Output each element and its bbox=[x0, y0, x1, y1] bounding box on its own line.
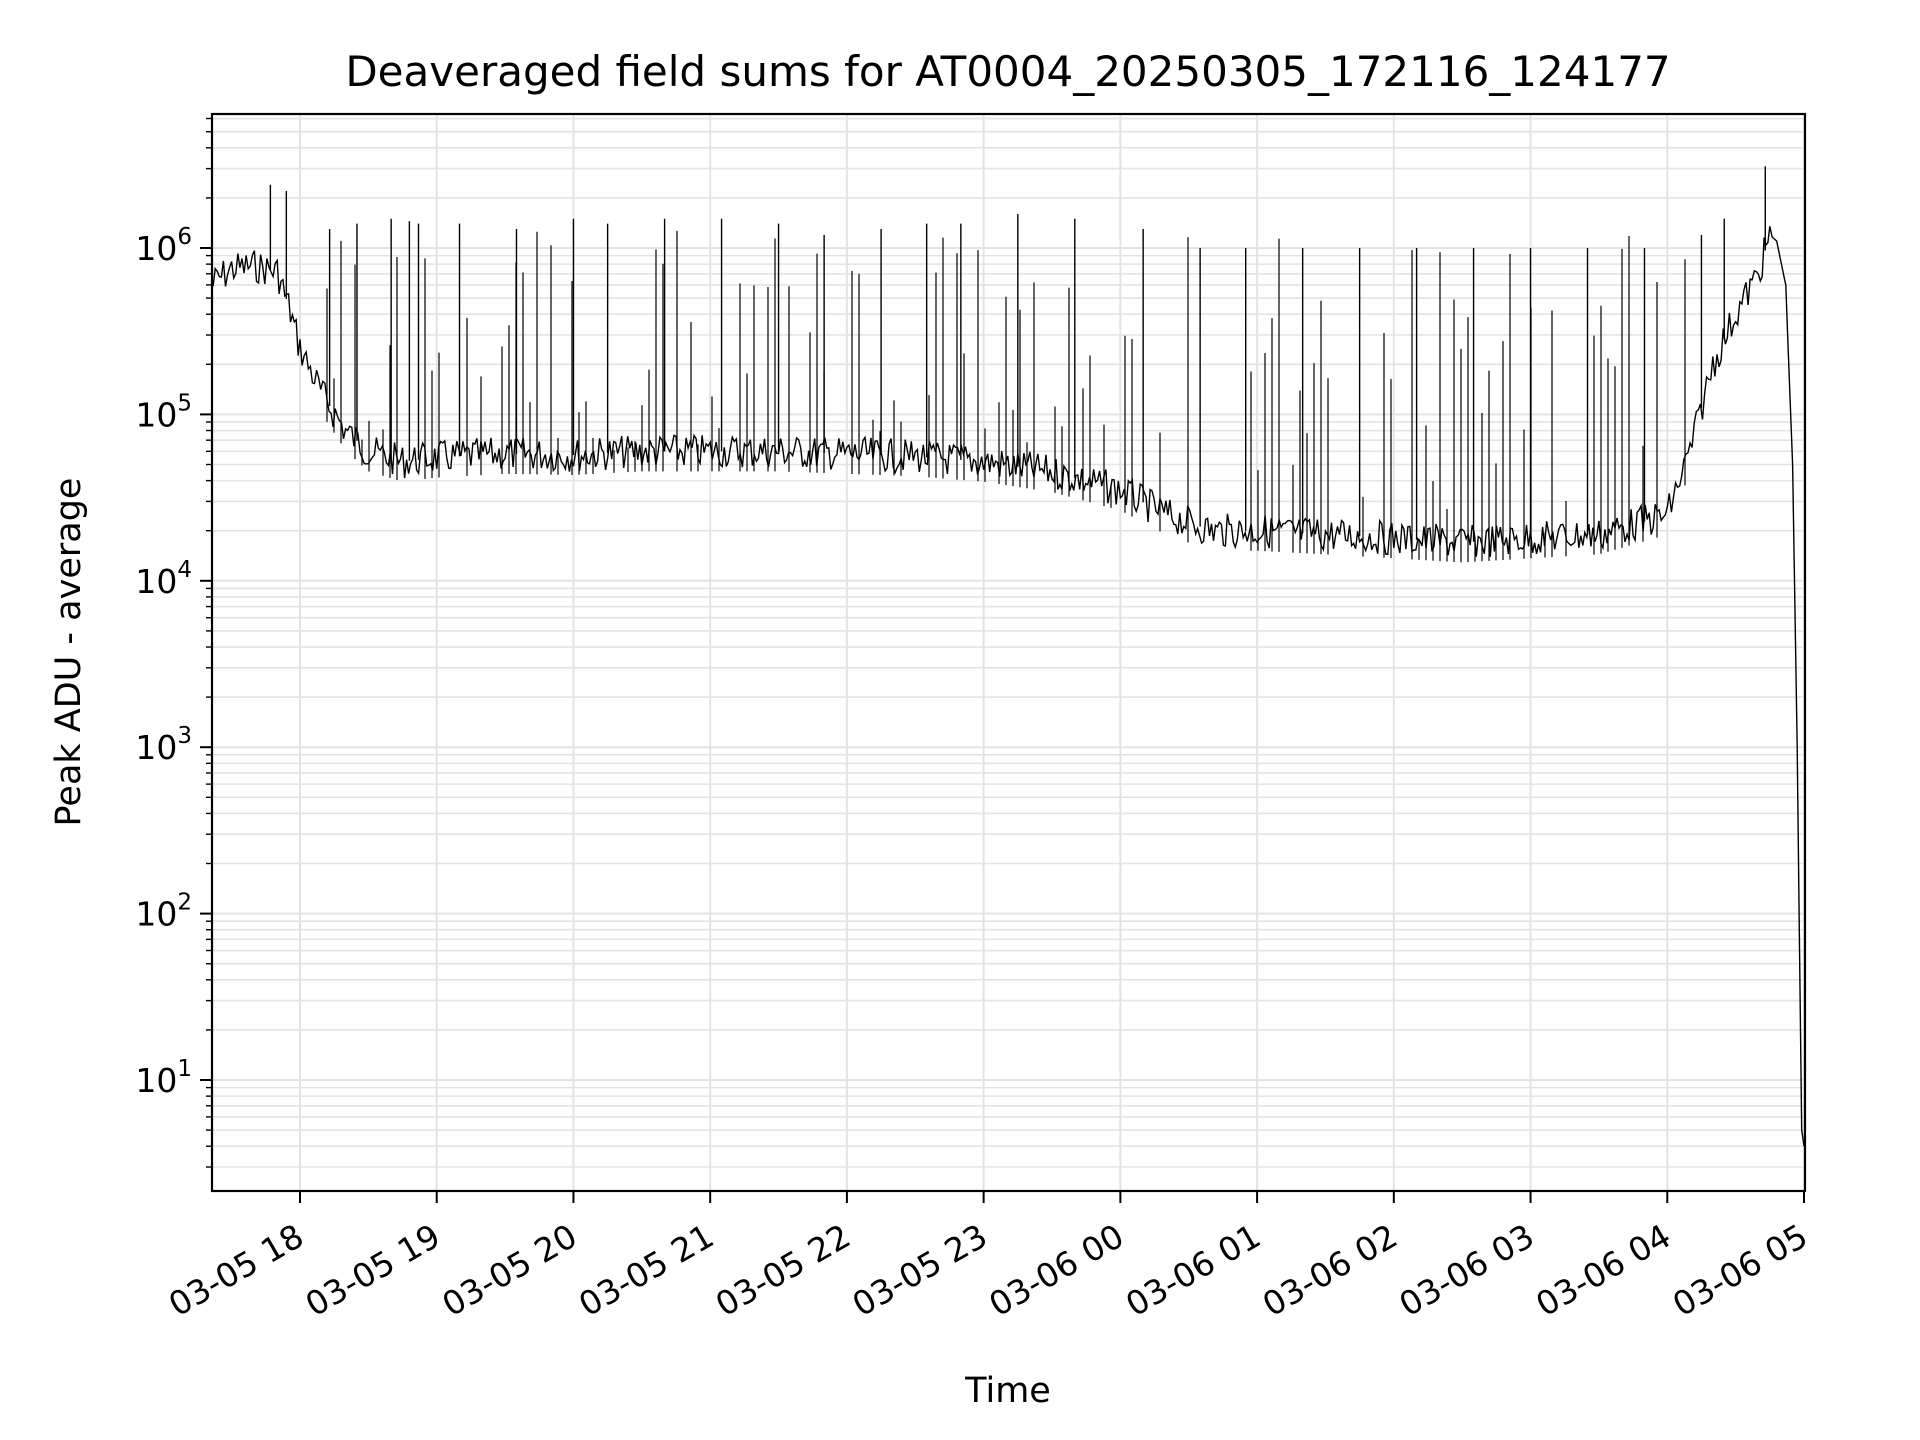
plot-frame bbox=[210, 112, 1807, 1193]
chart-title: Deaveraged field sums for AT0004_2025030… bbox=[345, 47, 1670, 96]
plot-lines bbox=[210, 166, 1805, 1147]
y-axis-label: Peak ADU - average bbox=[49, 478, 89, 827]
y-tick-label: 106 bbox=[135, 224, 192, 268]
spike-forest bbox=[326, 230, 1686, 563]
y-axis-ticks: 101 102 103 104 105 106 bbox=[135, 117, 212, 1168]
series-line bbox=[210, 226, 1805, 1147]
y-tick-label: 105 bbox=[135, 390, 192, 434]
y-tick-label: 101 bbox=[135, 1056, 192, 1100]
x-axis-label: Time bbox=[964, 1371, 1051, 1411]
grid bbox=[212, 114, 1805, 1191]
y-tick-label: 104 bbox=[135, 557, 192, 601]
y-tick-label: 103 bbox=[135, 723, 192, 767]
y-tick-label: 102 bbox=[135, 890, 192, 934]
